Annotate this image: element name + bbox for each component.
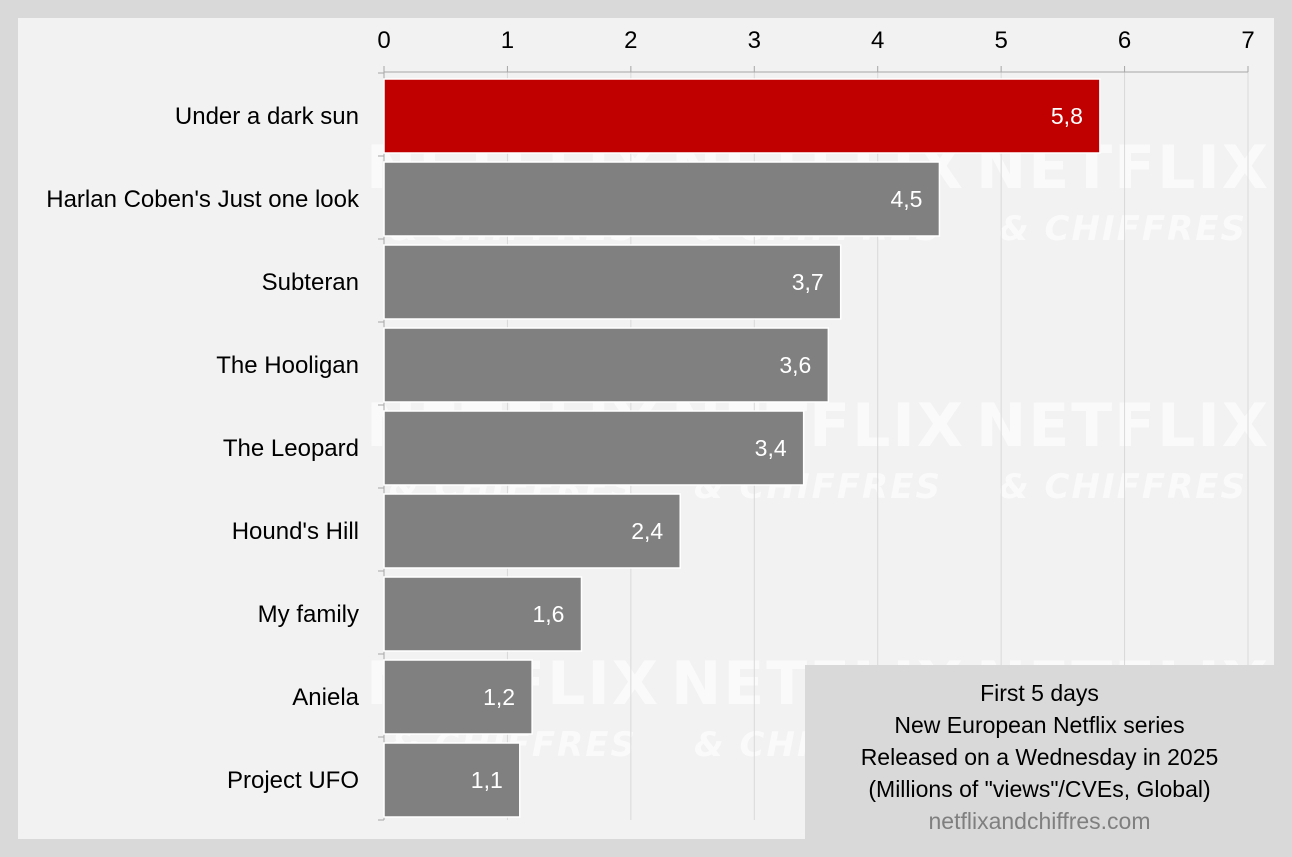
source-link[interactable]: netflixandchiffres.com xyxy=(928,808,1151,834)
info-line: Released on a Wednesday in 2025 xyxy=(860,744,1219,770)
data-label: 1,1 xyxy=(471,767,503,793)
x-tick-label: 1 xyxy=(501,27,514,54)
watermark-text: & CHIFFRES xyxy=(999,209,1247,249)
x-tick-label: 7 xyxy=(1241,27,1254,54)
watermark-text: & CHIFFRES xyxy=(999,467,1247,507)
category-label: Hound's Hill xyxy=(232,518,359,545)
data-label: 5,8 xyxy=(1051,103,1083,129)
data-label: 3,4 xyxy=(755,435,787,461)
data-label: 1,6 xyxy=(533,601,565,627)
bar xyxy=(383,742,521,818)
category-label: Subteran xyxy=(262,269,359,296)
bar xyxy=(383,161,941,237)
bar xyxy=(383,410,805,486)
x-tick-label: 2 xyxy=(624,27,637,54)
info-line: New European Netflix series xyxy=(894,712,1185,738)
watermark-text: NETFLIX xyxy=(976,391,1270,461)
bar-layer xyxy=(383,78,1101,818)
bar xyxy=(383,327,830,403)
category-label: Project UFO xyxy=(227,767,359,794)
category-label: The Leopard xyxy=(223,435,359,462)
x-tick-label: 4 xyxy=(871,27,884,54)
bar xyxy=(383,493,681,569)
bar xyxy=(383,78,1101,154)
category-label: The Hooligan xyxy=(216,352,359,379)
x-tick-label: 6 xyxy=(1118,27,1131,54)
category-label: Aniela xyxy=(292,684,359,711)
x-tick-label: 5 xyxy=(994,27,1007,54)
x-tick-label: 3 xyxy=(748,27,761,54)
bar xyxy=(383,576,583,652)
data-label: 3,6 xyxy=(779,352,811,378)
category-label: Under a dark sun xyxy=(175,103,359,130)
data-label: 3,7 xyxy=(792,269,824,295)
x-tick-label: 0 xyxy=(377,27,390,54)
data-label: 1,2 xyxy=(483,684,515,710)
info-line: (Millions of "views"/CVEs, Global) xyxy=(868,776,1211,802)
category-label: My family xyxy=(258,601,359,628)
data-label: 4,5 xyxy=(890,186,922,212)
info-box: First 5 days New European Netflix series… xyxy=(805,665,1274,839)
data-label: 2,4 xyxy=(631,518,663,544)
label-layer: Under a dark sun 5,8 Harlan Coben's Just o… xyxy=(46,103,1083,794)
category-label: Harlan Coben's Just one look xyxy=(46,186,360,213)
info-line: First 5 days xyxy=(980,680,1099,706)
bar xyxy=(383,659,533,735)
bar xyxy=(383,244,842,320)
